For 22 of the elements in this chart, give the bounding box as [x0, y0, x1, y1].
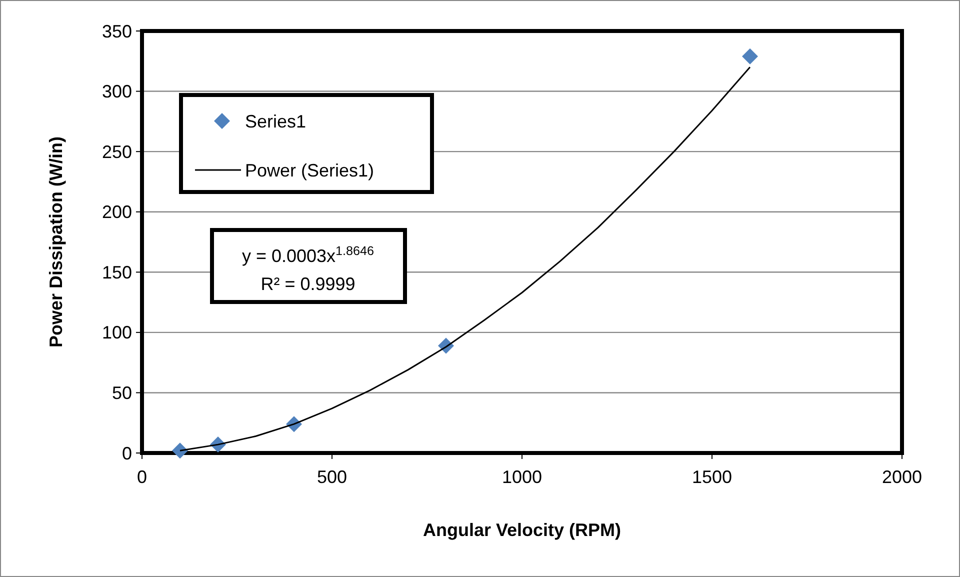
x-tick-label: 0: [136, 467, 148, 487]
x-axis-title: Angular Velocity (RPM): [422, 520, 622, 540]
x-tick-label: 2000: [882, 467, 922, 487]
y-tick-label: 150: [102, 262, 132, 282]
annotation: R² = 0.9999: [260, 274, 356, 294]
annotation: y = 0.0003x$^{1.8646}$: [242, 244, 374, 266]
equation-box: y = 0.0003x$^{1.8646}$ R² = 0.9999: [210, 228, 407, 304]
x-tick-label: 1000: [502, 467, 542, 487]
y-axis-title: Power Dissipation (W/in): [46, 136, 66, 348]
point: [742, 48, 758, 64]
y-tick-label: 250: [102, 142, 132, 162]
x-tick-label: 500: [316, 467, 348, 487]
legend-label: Power (Series1): [245, 160, 374, 180]
y-tick-label: 300: [102, 82, 132, 102]
y-tick-label: 0: [122, 443, 132, 464]
y-tick-label: 350: [102, 21, 132, 42]
point: [172, 442, 188, 459]
y-tick-label: 50: [112, 383, 132, 404]
x-tick-label: 1500: [692, 467, 732, 487]
y-tick-label: 200: [102, 202, 132, 222]
y-tick-label: 100: [102, 322, 132, 343]
legend-label: Series1: [245, 111, 306, 132]
